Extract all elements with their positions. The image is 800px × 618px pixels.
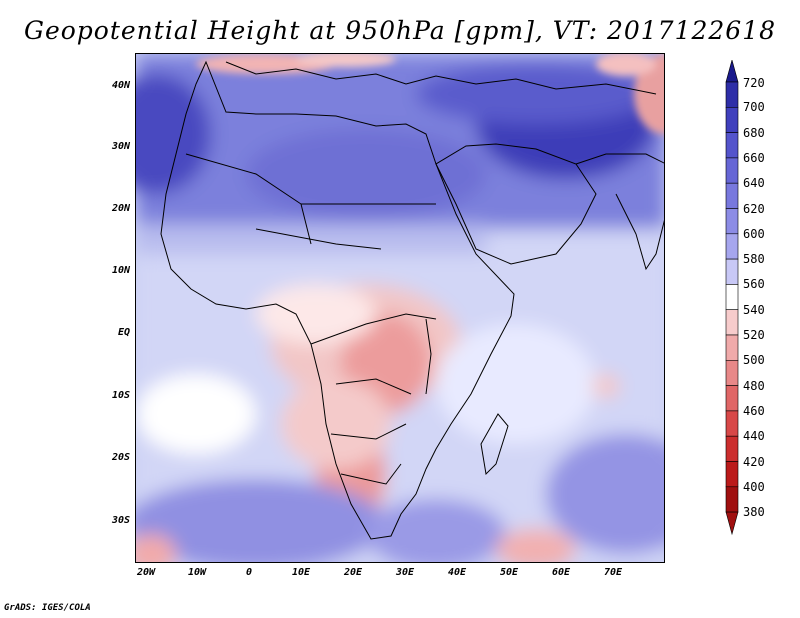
lat-label-10n: 10N <box>111 265 130 276</box>
colorbar-label: 460 <box>743 403 765 418</box>
lon-label-50e: 50E <box>499 567 519 578</box>
colorbar-cell <box>725 258 739 285</box>
lat-label-30n: 30N <box>111 141 130 152</box>
colorbar-label: 380 <box>743 505 765 520</box>
colorbar-cell <box>725 157 739 184</box>
colorbar-cell <box>725 182 739 209</box>
lat-label-eq: EQ <box>117 327 130 338</box>
colorbar-cell <box>725 385 739 412</box>
colorbar-cell <box>725 284 739 310</box>
lon-label-40e: 40E <box>447 567 467 578</box>
colorbar-label: 560 <box>743 277 765 292</box>
colorbar-cap-bottom <box>725 511 739 536</box>
lon-label-30e: 30E <box>395 567 415 578</box>
colorbar-cell <box>725 81 739 108</box>
colorbar-label: 420 <box>743 454 765 469</box>
lon-label-10w: 10W <box>187 567 207 578</box>
colorbar-cell <box>725 334 739 361</box>
colorbar-label: 520 <box>743 328 765 342</box>
colorbar-label: 620 <box>743 201 765 216</box>
contour-fill <box>136 54 664 562</box>
lat-label-30s: 30S <box>111 515 130 526</box>
colorbar-label: 480 <box>743 378 765 393</box>
colorbar-cell <box>725 233 739 260</box>
colorbar-label: 720 <box>743 76 765 90</box>
colorbar-label: 400 <box>743 479 765 494</box>
colorbar-cap-top <box>725 60 739 83</box>
colorbar-cell <box>725 359 739 386</box>
coastlines <box>160 60 664 540</box>
colorbar-cell <box>725 486 739 513</box>
colorbar-label: 700 <box>743 100 765 115</box>
colorbar-cell <box>725 208 739 235</box>
lon-label-0: 0 <box>245 567 253 578</box>
colorbar-cell <box>725 461 739 488</box>
colorbar-cell <box>725 309 739 336</box>
lat-label-20s: 20S <box>111 452 130 463</box>
colorbar <box>725 60 739 536</box>
colorbar-label: 540 <box>743 302 765 317</box>
colorbar-label: 580 <box>743 252 765 267</box>
colorbar-cell <box>725 435 739 462</box>
height-field-map <box>136 54 664 562</box>
grads-credit: GrADS: IGES/COLA <box>4 603 91 613</box>
colorbar-label: 500 <box>743 353 765 368</box>
colorbar-label: 440 <box>743 429 765 444</box>
lon-label-20e: 20E <box>343 567 363 578</box>
colorbar-cell <box>725 132 739 159</box>
lon-label-20w: 20W <box>136 567 156 578</box>
colorbar-cell <box>725 106 739 133</box>
lat-label-10s: 10S <box>111 390 130 401</box>
colorbar-label: 640 <box>743 176 765 191</box>
colorbar-label: 680 <box>743 125 765 140</box>
lon-label-70e: 70E <box>603 567 623 578</box>
colorbar-label: 600 <box>743 226 765 241</box>
map-frame <box>135 53 665 563</box>
lat-label-20n: 20N <box>111 203 130 214</box>
lon-label-10e: 10E <box>291 567 311 578</box>
colorbar-cell <box>725 410 739 437</box>
lat-label-40n: 40N <box>111 80 130 91</box>
lon-label-60e: 60E <box>551 567 571 578</box>
map-title: Geopotential Height at 950hPa [gpm], VT:… <box>23 16 777 45</box>
colorbar-label: 660 <box>743 150 765 165</box>
